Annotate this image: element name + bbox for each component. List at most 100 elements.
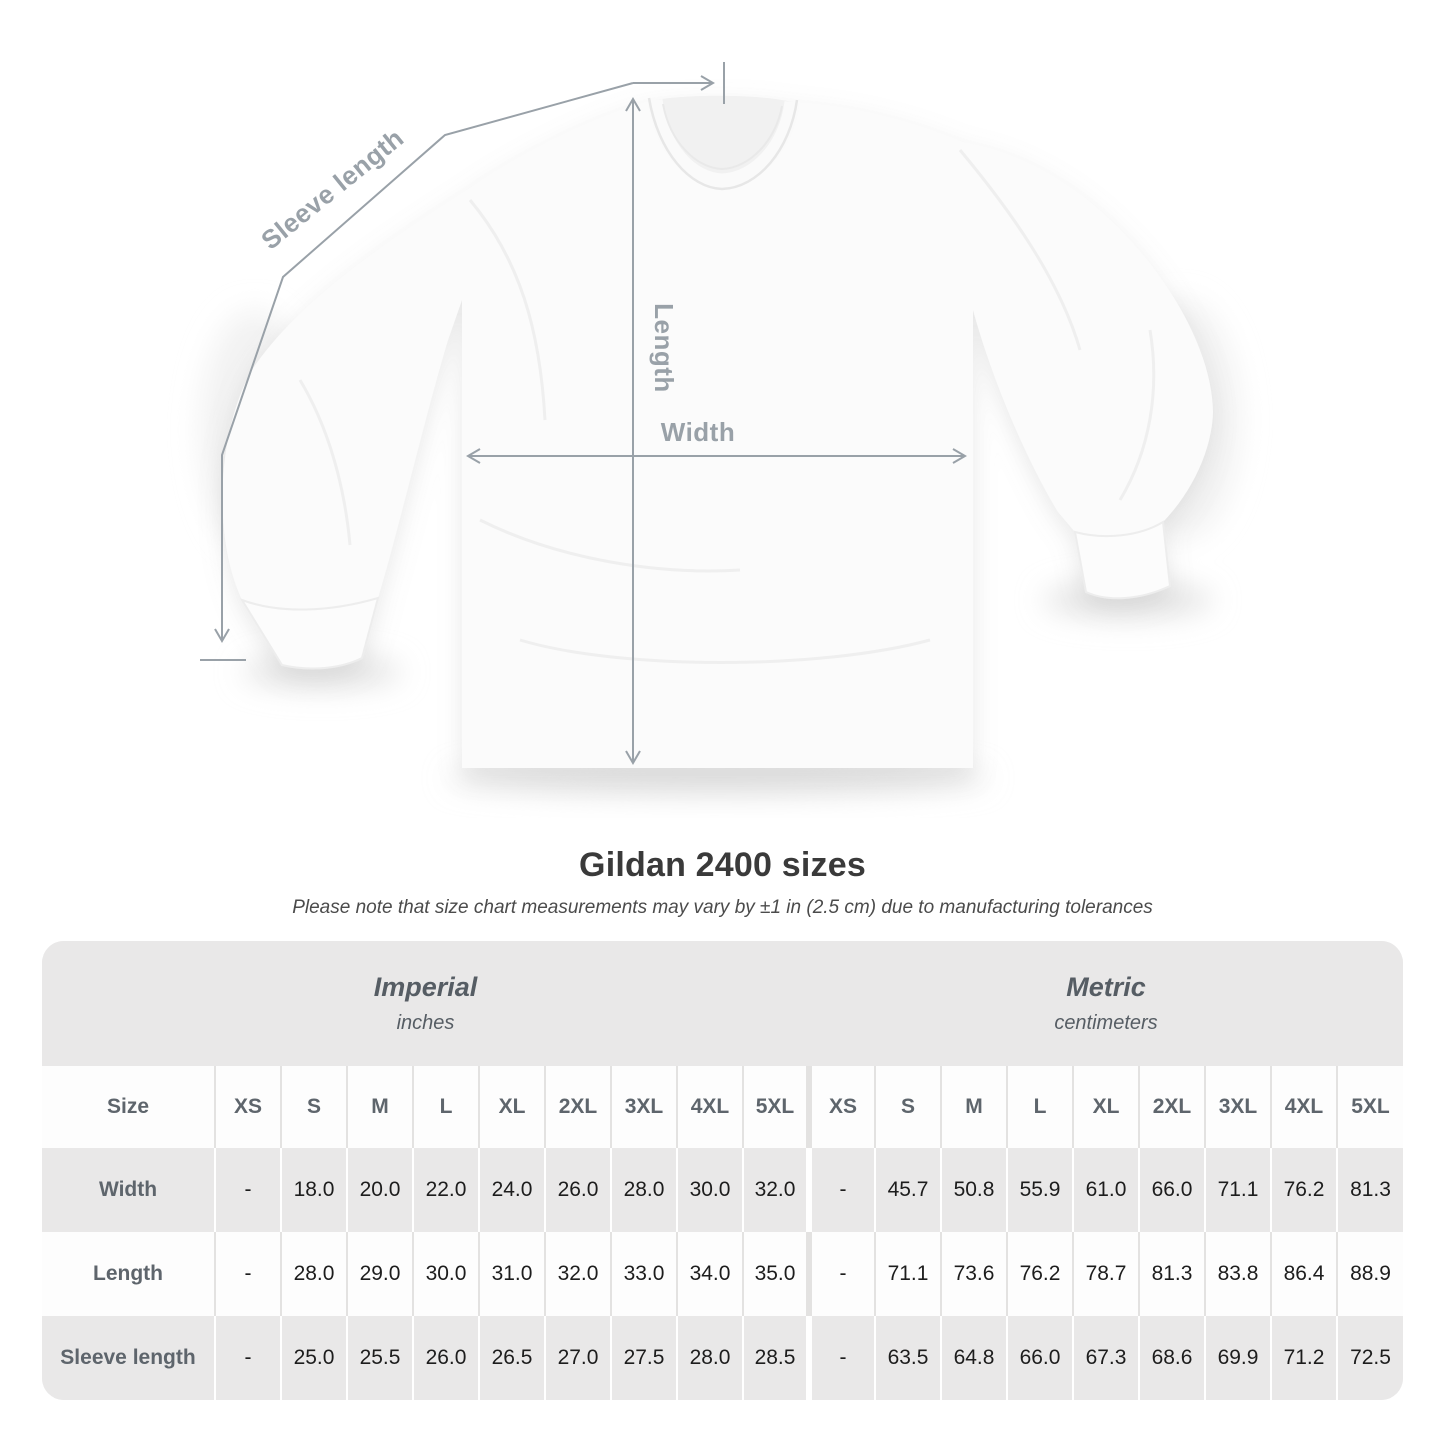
- sleeve-length-metric-4xl: 71.2: [1270, 1316, 1337, 1400]
- measurement-row-width: Width -18.0 20.0 22.0 24.0 26.0 28.0 30.0 32.0-4…: [42, 1148, 1403, 1232]
- width-metric-4xl: 76.2: [1270, 1148, 1337, 1232]
- size-col-metric-l: L: [1006, 1066, 1073, 1148]
- length-metric-m: 73.6: [940, 1232, 1007, 1316]
- size-col-imperial-m: M: [346, 1066, 413, 1148]
- size-col-metric-xs: XS: [806, 1066, 875, 1148]
- imperial-header: Imperial inches: [42, 941, 809, 1066]
- size-header-row: Size XS S M L XL 2XL 3XL 4XL 5XL XS S M L XL 2XL 3XL 4XL…: [42, 1066, 1403, 1148]
- row-label-length: Length: [93, 1262, 163, 1285]
- sleeve-length-metric-5xl: 72.5: [1336, 1316, 1403, 1400]
- measurement-row-sleeve-length: Sleeve length -25.0 25.5 26.0 26.5 27.0 27.5 28…: [42, 1316, 1403, 1400]
- tolerance-note: Please note that size chart measurements…: [292, 897, 1153, 918]
- size-table: Imperial inches Metric centimeters Size …: [42, 941, 1403, 1400]
- size-col-metric-4xl: 4XL: [1270, 1066, 1337, 1148]
- sleeve-length-imperial-s: 25.0: [280, 1316, 347, 1400]
- sleeve-length-metric-l: 66.0: [1006, 1316, 1073, 1400]
- measurement-row-length: Length -28.0 29.0 30.0 31.0 32.0 33.0 34.0 35.0-…: [42, 1232, 1403, 1316]
- sleeve-length-metric-2xl: 68.6: [1138, 1316, 1205, 1400]
- width-imperial-5xl: 32.0: [742, 1148, 809, 1232]
- length-imperial-5xl: 35.0: [742, 1232, 809, 1316]
- size-col-metric-2xl: 2XL: [1138, 1066, 1205, 1148]
- size-col-imperial-s: S: [280, 1066, 347, 1148]
- length-imperial-xl: 31.0: [478, 1232, 545, 1316]
- width-metric-l: 55.9: [1006, 1148, 1073, 1232]
- imperial-label: Imperial: [373, 972, 478, 1002]
- length-metric-3xl: 83.8: [1204, 1232, 1271, 1316]
- size-table-panel: Imperial inches Metric centimeters Size …: [42, 941, 1403, 1400]
- size-col-imperial-5xl: 5XL: [742, 1066, 809, 1148]
- size-col-metric-5xl: 5XL: [1336, 1066, 1403, 1148]
- size-col-metric-s: S: [874, 1066, 941, 1148]
- length-metric-l: 76.2: [1006, 1232, 1073, 1316]
- sleeve-length-metric-s: 63.5: [874, 1316, 941, 1400]
- sleeve-length-imperial-5xl: 28.5: [742, 1316, 809, 1400]
- sleeve-length-metric-3xl: 69.9: [1204, 1316, 1271, 1400]
- width-metric-m: 50.8: [940, 1148, 1007, 1232]
- sleeve-length-imperial-xs: -: [214, 1316, 281, 1400]
- width-imperial-3xl: 28.0: [610, 1148, 677, 1232]
- size-col-metric-m: M: [940, 1066, 1007, 1148]
- metric-sublabel: centimeters: [1054, 1012, 1158, 1034]
- length-metric-5xl: 88.9: [1336, 1232, 1403, 1316]
- width-metric-2xl: 66.0: [1138, 1148, 1205, 1232]
- length-metric-s: 71.1: [874, 1232, 941, 1316]
- length-label: Length: [649, 303, 679, 393]
- sleeve-length-imperial-xl: 26.5: [478, 1316, 545, 1400]
- size-col-imperial-3xl: 3XL: [610, 1066, 677, 1148]
- length-imperial-4xl: 34.0: [676, 1232, 743, 1316]
- length-metric-4xl: 86.4: [1270, 1232, 1337, 1316]
- size-col-metric-3xl: 3XL: [1204, 1066, 1271, 1148]
- width-metric-s: 45.7: [874, 1148, 941, 1232]
- length-imperial-l: 30.0: [412, 1232, 479, 1316]
- length-imperial-xs: -: [214, 1232, 281, 1316]
- title-block: Gildan 2400 sizes Please note that size …: [0, 846, 1445, 919]
- sleeve-length-metric-m: 64.8: [940, 1316, 1007, 1400]
- unit-header-row: Imperial inches Metric centimeters: [42, 941, 1403, 1066]
- imperial-sublabel: inches: [396, 1012, 455, 1034]
- sleeve-length-imperial-3xl: 27.5: [610, 1316, 677, 1400]
- length-imperial-3xl: 33.0: [610, 1232, 677, 1316]
- size-col-imperial-l: L: [412, 1066, 479, 1148]
- sleeve-length-imperial-l: 26.0: [412, 1316, 479, 1400]
- width-metric-xl: 61.0: [1072, 1148, 1139, 1232]
- width-imperial-xs: -: [214, 1148, 281, 1232]
- row-label-sleeve-length: Sleeve length: [60, 1346, 196, 1369]
- width-imperial-l: 22.0: [412, 1148, 479, 1232]
- shirt-measurement-diagram: Sleeve length Length Width: [200, 62, 1240, 794]
- collar-band: [647, 98, 800, 189]
- size-col-imperial-xl: XL: [478, 1066, 545, 1148]
- width-label: Width: [661, 417, 735, 447]
- width-imperial-xl: 24.0: [478, 1148, 545, 1232]
- row-label-width: Width: [98, 1178, 158, 1201]
- size-header-cell: Size: [106, 1095, 150, 1118]
- metric-label: Metric: [1066, 972, 1146, 1002]
- sleeve-length-metric-xs: -: [806, 1316, 875, 1400]
- sleeve-length-arrow: [200, 62, 725, 661]
- length-metric-xl: 78.7: [1072, 1232, 1139, 1316]
- shirt-silhouette: [222, 95, 1213, 768]
- metric-header: Metric centimeters: [809, 941, 1403, 1066]
- sleeve-length-label: Sleeve length: [255, 123, 409, 256]
- shirt-image: Sleeve length Length Width: [200, 62, 1240, 794]
- size-col-imperial-xs: XS: [214, 1066, 281, 1148]
- width-metric-xs: -: [806, 1148, 875, 1232]
- length-imperial-m: 29.0: [346, 1232, 413, 1316]
- sleeve-length-metric-xl: 67.3: [1072, 1316, 1139, 1400]
- width-imperial-m: 20.0: [346, 1148, 413, 1232]
- width-imperial-s: 18.0: [280, 1148, 347, 1232]
- length-metric-xs: -: [806, 1232, 875, 1316]
- sleeve-length-imperial-m: 25.5: [346, 1316, 413, 1400]
- page-title: Gildan 2400 sizes: [579, 846, 866, 884]
- width-imperial-2xl: 26.0: [544, 1148, 611, 1232]
- size-col-imperial-2xl: 2XL: [544, 1066, 611, 1148]
- size-col-metric-xl: XL: [1072, 1066, 1139, 1148]
- sleeve-length-imperial-4xl: 28.0: [676, 1316, 743, 1400]
- length-imperial-s: 28.0: [280, 1232, 347, 1316]
- size-col-imperial-4xl: 4XL: [676, 1066, 743, 1148]
- sleeve-length-imperial-2xl: 27.0: [544, 1316, 611, 1400]
- width-metric-5xl: 81.3: [1336, 1148, 1403, 1232]
- width-metric-3xl: 71.1: [1204, 1148, 1271, 1232]
- length-metric-2xl: 81.3: [1138, 1232, 1205, 1316]
- width-imperial-4xl: 30.0: [676, 1148, 743, 1232]
- length-imperial-2xl: 32.0: [544, 1232, 611, 1316]
